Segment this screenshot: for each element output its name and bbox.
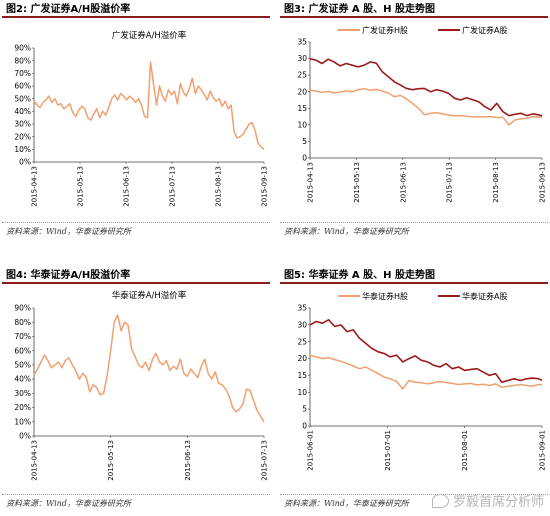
watermark: 罗毅首席分析师: [431, 491, 544, 510]
y-tick-label: 35: [297, 304, 307, 313]
y-tick-label: 15: [297, 371, 307, 380]
chart-title: 华泰证券A/H溢价率: [112, 290, 187, 301]
title-rule: [280, 282, 548, 284]
watermark-text: 罗毅首席分析师: [452, 495, 544, 510]
y-tick-label: 20%: [14, 132, 31, 141]
x-tick-label: 2015-08-01: [461, 430, 469, 471]
panel-title: 图5: 华泰证券 A 股、H 股走势图: [280, 268, 548, 284]
source-note: 资料来源：Wind，华泰证券研究所: [6, 227, 131, 236]
y-tick-label: 25: [297, 337, 307, 346]
x-tick-label: 2015-04-13: [307, 162, 315, 203]
x-tick-label: 2015-09-01: [539, 430, 547, 471]
y-tick-label: 60%: [14, 346, 31, 355]
y-tick-label: 30%: [14, 120, 31, 129]
legend-label: 广发证券A股: [462, 25, 507, 35]
series-line: [309, 87, 543, 126]
x-tick-label: 2015-06-13: [184, 440, 192, 481]
y-tick-label: 40%: [14, 375, 31, 384]
series-line: [33, 61, 265, 150]
source-note: 资料来源：Wind，华泰证券研究所: [284, 227, 409, 236]
y-tick-label: 25: [297, 71, 307, 80]
title-rule: [280, 16, 548, 18]
panel-title-text: 图3: 广发证券 A 股、H 股走势图: [284, 4, 435, 15]
y-tick-label: 60%: [14, 82, 31, 91]
y-tick-label: 20: [297, 354, 307, 363]
y-tick-label: 90%: [14, 304, 31, 313]
y-tick-label: 50%: [14, 94, 31, 103]
x-tick-label: 2015-06-13: [123, 166, 131, 207]
panel-premium-gf: 图2: 广发证券A/H股溢价率 0% 10% 20% 30% 40% 50% 60% 70% 8…: [2, 2, 270, 242]
x-tick-label: 2015-04-13: [31, 166, 39, 207]
x-tick-label: 2015-07-13: [169, 166, 177, 207]
title-rule: [2, 16, 270, 18]
y-tick-label: 0%: [19, 158, 31, 167]
y-tick-label: 5: [302, 405, 307, 414]
title-rule: [2, 282, 270, 284]
chart-title: 广发证券A/H溢价率: [112, 30, 187, 41]
legend-label: 华泰证券A股: [462, 291, 507, 301]
x-tick-label: 2015-04-13: [31, 440, 39, 481]
chart-premium-gf: 0% 10% 20% 30% 40% 50% 60% 70% 80% 90% 2015-04-13 2…: [14, 30, 269, 207]
source-divider: [2, 222, 270, 223]
x-tick-label: 2015-05-13: [107, 440, 115, 481]
x-tick-label: 2015-08-13: [492, 162, 500, 203]
y-tick-label: 15: [297, 104, 307, 113]
chart-price-ht: 0 5 10 15 20 25 30 35 2015-06-01 2015-07-01 2015-0…: [297, 291, 547, 471]
panel-title: 图2: 广发证券A/H股溢价率: [2, 2, 270, 18]
source-divider: [280, 494, 548, 495]
wechat-icon: [431, 494, 449, 508]
chart-price-gf: 0 5 10 15 20 25 30 35 2015-04-13 2015-05-13 2015-0…: [297, 25, 547, 203]
y-tick-label: 0: [302, 422, 307, 431]
x-tick-label: 2015-08-13: [215, 166, 223, 207]
x-tick-label: 2015-07-13: [261, 440, 269, 481]
panel-title-text: 图5: 华泰证券 A 股、H 股走势图: [284, 270, 435, 281]
x-tick-label: 2015-06-13: [399, 162, 407, 203]
y-tick-label: 0: [302, 154, 307, 163]
y-tick-label: 70%: [14, 332, 31, 341]
x-tick-label: 2015-07-01: [384, 430, 392, 471]
x-tick-label: 2015-09-13: [261, 166, 269, 207]
y-tick-label: 35: [297, 38, 307, 47]
x-tick-label: 2015-09-13: [539, 162, 547, 203]
x-tick-label: 2015-05-13: [353, 162, 361, 203]
panel-price-ht: 图5: 华泰证券 A 股、H 股走势图 0 5 10 15 20 25 30 35 2015-0…: [280, 268, 548, 513]
panel-price-gf: 图3: 广发证券 A 股、H 股走势图 0 5 10 15 20 25 30 35 2015-0…: [280, 2, 548, 242]
x-tick-label: 2015-07-13: [446, 162, 454, 203]
series-line: [309, 354, 543, 390]
source-divider: [280, 222, 548, 223]
y-tick-label: 5: [302, 137, 307, 146]
series-line: [309, 57, 543, 117]
y-tick-label: 70%: [14, 69, 31, 78]
x-tick-label: 2015-06-01: [307, 430, 315, 471]
y-tick-label: 80%: [14, 56, 31, 65]
y-tick-label: 0%: [19, 432, 31, 441]
source-divider: [2, 494, 270, 495]
panel-title-text: 图4: 华泰证券A/H股溢价率: [6, 270, 131, 281]
legend-label: 广发证券H股: [362, 25, 408, 35]
y-tick-label: 20: [297, 87, 307, 96]
y-tick-label: 50%: [14, 360, 31, 369]
panel-title-text: 图2: 广发证券A/H股溢价率: [6, 4, 131, 15]
y-tick-label: 10: [297, 388, 307, 397]
chart-premium-ht: 0% 10% 20% 30% 40% 50% 60% 70% 80% 90% 2015-04-13 2…: [14, 290, 269, 481]
source-note: 资料来源：Wind，华泰证券研究所: [284, 499, 409, 508]
y-tick-label: 30: [297, 320, 307, 329]
y-tick-label: 10: [297, 120, 307, 129]
y-tick-label: 10%: [14, 145, 31, 154]
series-line: [309, 318, 543, 383]
legend-label: 华泰证券H股: [362, 291, 408, 301]
y-tick-label: 30: [297, 54, 307, 63]
source-note: 资料来源：Wind，华泰证券研究所: [6, 499, 131, 508]
panel-title: 图4: 华泰证券A/H股溢价率: [2, 268, 270, 284]
series-line: [33, 314, 265, 423]
y-tick-label: 10%: [14, 417, 31, 426]
y-tick-label: 90%: [14, 44, 31, 53]
y-tick-label: 80%: [14, 318, 31, 327]
y-tick-label: 40%: [14, 107, 31, 116]
panel-title: 图3: 广发证券 A 股、H 股走势图: [280, 2, 548, 18]
y-tick-label: 20%: [14, 403, 31, 412]
panel-premium-ht: 图4: 华泰证券A/H股溢价率 0% 10% 20% 30% 40% 50% 60% 70% 8…: [2, 268, 270, 513]
x-tick-label: 2015-05-13: [77, 166, 85, 207]
y-tick-label: 30%: [14, 389, 31, 398]
